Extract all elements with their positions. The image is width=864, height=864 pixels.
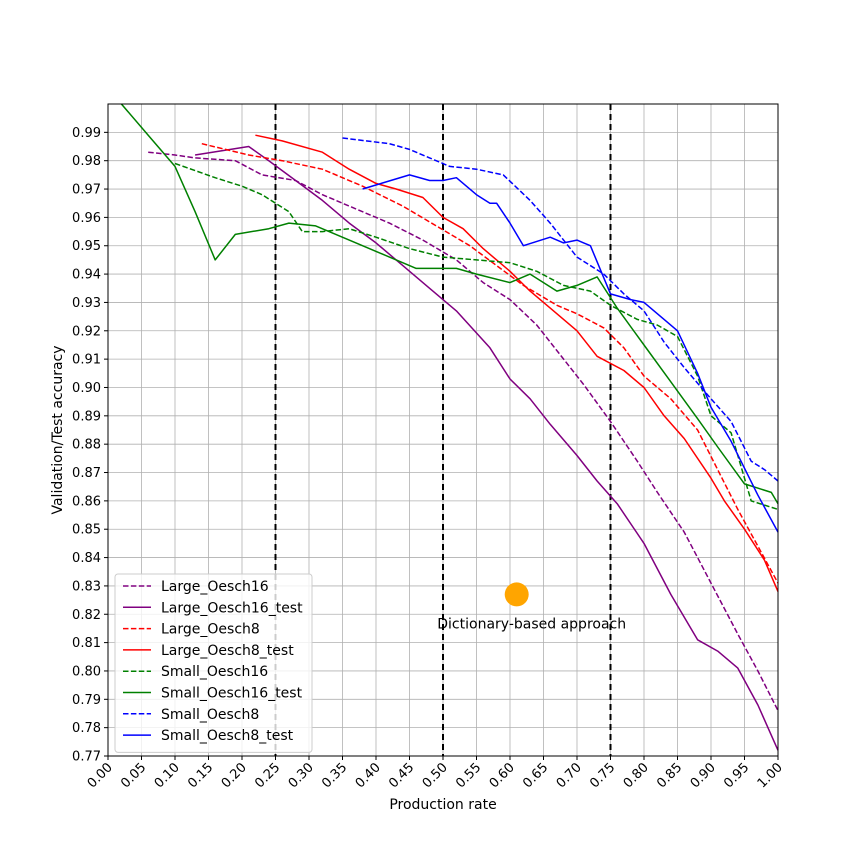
y-tick-label: 0.89 <box>72 409 101 424</box>
y-tick-label: 0.90 <box>72 381 101 396</box>
y-tick-label: 0.78 <box>72 721 101 736</box>
y-tick-label: 0.84 <box>72 551 101 566</box>
y-tick-label: 0.82 <box>72 608 101 623</box>
y-tick-label: 0.80 <box>72 664 101 679</box>
series-lines <box>120 103 779 751</box>
series-line-large-oesch16 <box>148 151 779 711</box>
y-tick-label: 0.93 <box>72 296 101 311</box>
legend: Large_Oesch16 Large_Oesch16_test Large_Oes… <box>114 573 313 753</box>
series-line-large-oesch8-test <box>255 134 779 592</box>
y-tick-label: 0.91 <box>72 353 101 368</box>
y-tick-label: 0.95 <box>72 239 101 254</box>
y-tick-label: 0.81 <box>72 636 101 651</box>
highlight-point: Dictionary-based approach <box>437 582 626 632</box>
y-tick-label: 0.94 <box>72 268 101 283</box>
dictionary-approach-label: Dictionary-based approach <box>437 616 626 632</box>
legend-item-label: Large_Oesch16 <box>161 579 269 595</box>
x-axis-label: Production rate <box>389 797 496 813</box>
dictionary-approach-marker <box>504 582 529 607</box>
legend-item-label: Large_Oesch16_test <box>161 600 303 616</box>
legend-item-label: Small_Oesch8 <box>161 707 259 723</box>
series-line-small-oesch16 <box>174 162 779 511</box>
legend-item-label: Small_Oesch16 <box>161 664 268 680</box>
legend-box <box>114 573 313 753</box>
y-tick-label: 0.98 <box>72 154 101 169</box>
series-line-large-oesch16-test <box>194 145 779 751</box>
series-line-small-oesch8 <box>342 137 779 482</box>
legend-item-label: Large_Oesch8_test <box>161 643 294 659</box>
series-line-large-oesch8 <box>201 142 779 584</box>
y-tick-label: 0.88 <box>72 438 101 453</box>
series-line-small-oesch8-test <box>362 174 779 533</box>
y-axis-label: Validation/Test accuracy <box>50 345 66 514</box>
legend-item-label: Large_Oesch8 <box>161 622 260 638</box>
y-tick-label: 0.77 <box>72 750 101 765</box>
y-tick-label: 0.86 <box>72 494 101 509</box>
y-tick-label: 0.79 <box>72 693 101 708</box>
legend-item-label: Small_Oesch8_test <box>161 728 294 744</box>
y-tick-label: 0.99 <box>72 126 101 141</box>
y-tick-label: 0.96 <box>72 211 101 226</box>
y-tick-label: 0.87 <box>72 466 101 481</box>
y-tick-label: 0.85 <box>72 523 101 538</box>
series-line-small-oesch16-test <box>120 103 779 505</box>
y-tick-label: 0.97 <box>72 183 101 198</box>
y-axis-ticks: 0.77 0.78 0.79 0.80 0.81 0.82 0.83 0.84 0.85 0.86… <box>72 126 108 765</box>
legend-item-label: Small_Oesch16_test <box>161 686 303 702</box>
y-tick-label: 0.83 <box>72 579 101 594</box>
y-tick-label: 0.92 <box>72 324 101 339</box>
